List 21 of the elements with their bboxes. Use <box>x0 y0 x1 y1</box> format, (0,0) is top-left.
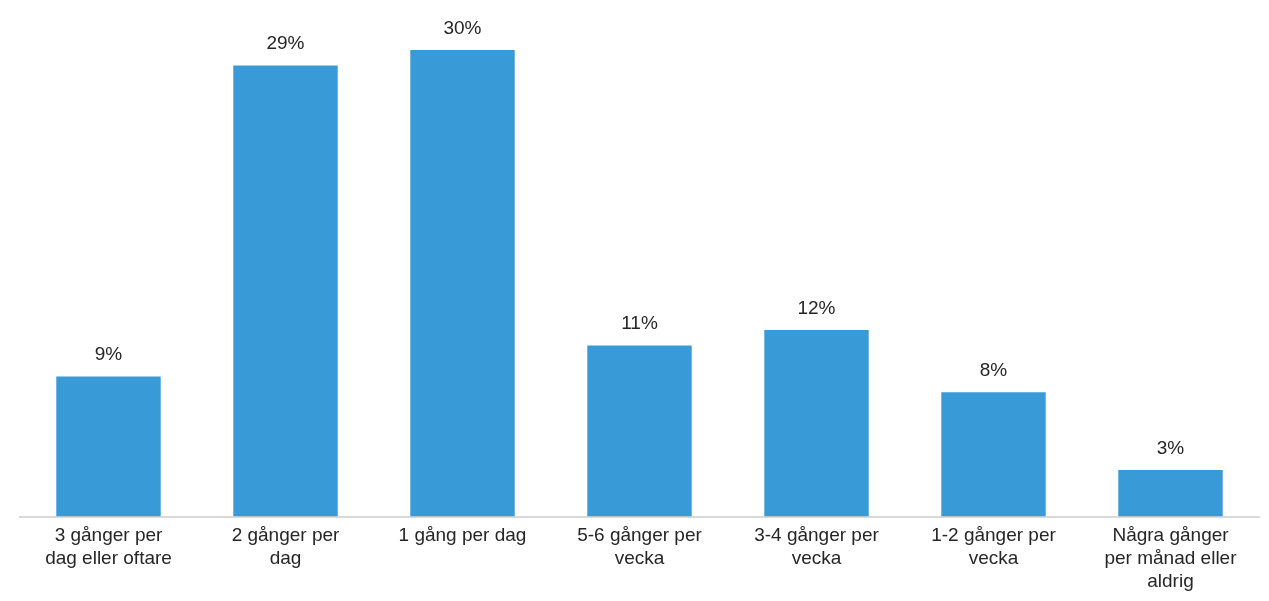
data-label: 3% <box>1156 436 1185 458</box>
data-label: 11% <box>621 312 658 334</box>
data-label: 8% <box>979 358 1008 380</box>
x-tick-label: 2 gånger per dag <box>231 524 341 569</box>
bar <box>56 376 161 517</box>
data-label: 12% <box>797 296 836 318</box>
x-tick-label: 1-2 gånger per vecka <box>931 524 1057 569</box>
data-label: 9% <box>94 343 123 365</box>
x-tick-label: Några gånger per månad eller aldrig <box>1104 524 1238 591</box>
bar <box>764 329 869 517</box>
x-tick-label: 3-4 gånger per vecka <box>754 524 880 569</box>
data-label: 30% <box>443 16 482 38</box>
x-tick-label: 1 gång per dag <box>398 524 527 546</box>
bar <box>587 345 692 517</box>
bar <box>941 392 1046 517</box>
data-label: 29% <box>266 32 305 54</box>
x-tick-label: 3 gånger per dag eller oftare <box>45 524 172 569</box>
bar <box>1118 469 1223 517</box>
bar <box>410 50 515 517</box>
bar <box>233 65 338 517</box>
x-tick-label: 5-6 gånger per vecka <box>577 524 703 569</box>
